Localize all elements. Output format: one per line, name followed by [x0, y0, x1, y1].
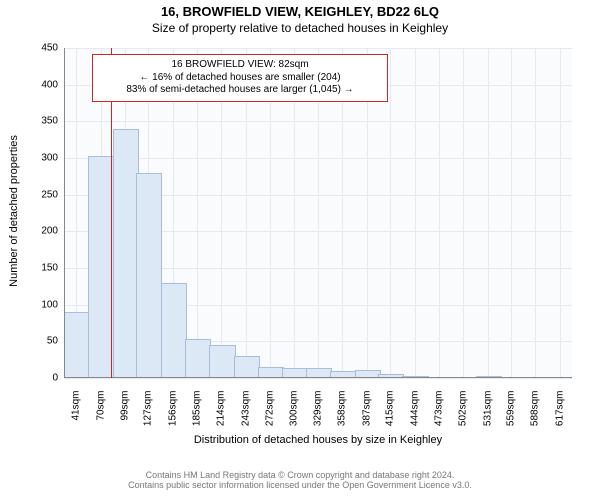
footer-line-1: Contains HM Land Registry data © Crown c…: [0, 470, 600, 480]
x-tick-label: 70sqm: [95, 391, 106, 441]
footer-line-2: Contains public sector information licen…: [0, 480, 600, 490]
x-tick-label: 617sqm: [554, 391, 565, 441]
annotation-line-1: 16 BROWFIELD VIEW: 82sqm: [99, 59, 381, 72]
histogram-bar: [234, 356, 260, 378]
x-tick-label: 127sqm: [143, 391, 154, 441]
footer-attribution: Contains HM Land Registry data © Crown c…: [0, 470, 600, 490]
y-tick-label: 300: [30, 153, 58, 164]
y-tick-label: 250: [30, 189, 58, 200]
annotation-line-2: ← 16% of detached houses are smaller (20…: [99, 72, 381, 85]
x-tick-label: 415sqm: [385, 391, 396, 441]
x-tick-label: 214sqm: [216, 391, 227, 441]
histogram-bar: [161, 283, 187, 378]
subtitle: Size of property relative to detached ho…: [0, 21, 600, 35]
x-tick-label: 156sqm: [167, 391, 178, 441]
marker-annotation: 16 BROWFIELD VIEW: 82sqm ← 16% of detach…: [92, 54, 388, 102]
x-tick-label: 531sqm: [482, 391, 493, 441]
x-tick-label: 272sqm: [265, 391, 276, 441]
y-axis-label: Number of detached properties: [8, 46, 20, 376]
gridline-vertical: [463, 48, 464, 378]
y-tick-label: 0: [30, 373, 58, 384]
gridline-vertical: [560, 48, 561, 378]
gridline-vertical: [488, 48, 489, 378]
gridline-vertical: [415, 48, 416, 378]
annotation-line-3: 83% of semi-detached houses are larger (…: [99, 84, 381, 97]
x-tick-label: 502sqm: [458, 391, 469, 441]
histogram-bar: [64, 312, 90, 378]
y-tick-label: 350: [30, 116, 58, 127]
x-tick-label: 99sqm: [119, 391, 130, 441]
histogram-bar: [185, 339, 211, 378]
gridline-vertical: [390, 48, 391, 378]
x-tick-label: 444sqm: [409, 391, 420, 441]
gridline-vertical: [439, 48, 440, 378]
x-tick-label: 41sqm: [71, 391, 82, 441]
gridline-vertical: [511, 48, 512, 378]
y-tick-label: 450: [30, 43, 58, 54]
y-tick-label: 200: [30, 226, 58, 237]
y-tick-label: 150: [30, 263, 58, 274]
gridline-vertical: [535, 48, 536, 378]
y-tick-label: 100: [30, 299, 58, 310]
y-tick-label: 50: [30, 336, 58, 347]
x-tick-label: 358sqm: [337, 391, 348, 441]
x-tick-label: 588sqm: [530, 391, 541, 441]
histogram-bar: [113, 129, 139, 378]
histogram-bar: [136, 173, 162, 378]
y-tick-label: 400: [30, 79, 58, 90]
x-tick-label: 185sqm: [192, 391, 203, 441]
x-tick-label: 300sqm: [288, 391, 299, 441]
x-tick-label: 473sqm: [433, 391, 444, 441]
x-tick-label: 329sqm: [313, 391, 324, 441]
x-axis-line: [64, 377, 572, 378]
page-title: 16, BROWFIELD VIEW, KEIGHLEY, BD22 6LQ: [0, 4, 600, 19]
x-tick-label: 243sqm: [240, 391, 251, 441]
gridline-horizontal: [64, 378, 572, 379]
x-tick-label: 559sqm: [506, 391, 517, 441]
y-axis-line: [64, 48, 65, 378]
histogram-bar: [209, 345, 235, 378]
x-tick-label: 387sqm: [361, 391, 372, 441]
